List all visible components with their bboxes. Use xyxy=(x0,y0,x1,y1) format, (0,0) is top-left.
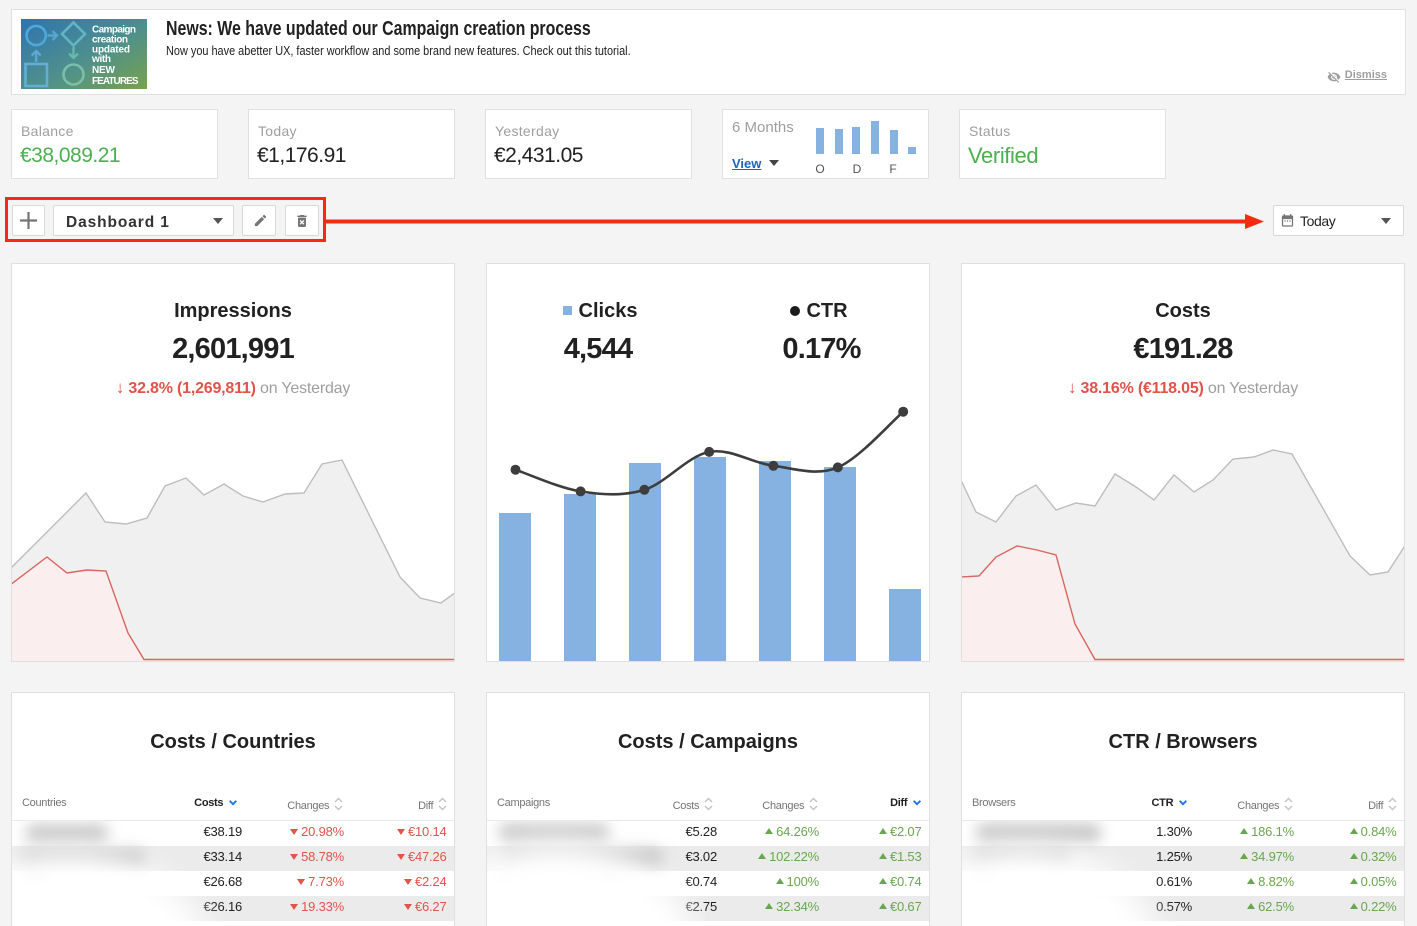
svg-text:Campaign: Campaign xyxy=(92,25,136,36)
svg-text:D: D xyxy=(853,162,862,176)
svg-text:FEATURES: FEATURES xyxy=(92,76,139,87)
svg-text:with: with xyxy=(91,54,111,65)
svg-text:updated: updated xyxy=(92,44,130,55)
svg-text:NEW: NEW xyxy=(92,65,116,76)
svg-text:F: F xyxy=(889,162,896,176)
svg-text:creation: creation xyxy=(92,35,128,46)
svg-text:O: O xyxy=(815,162,824,176)
